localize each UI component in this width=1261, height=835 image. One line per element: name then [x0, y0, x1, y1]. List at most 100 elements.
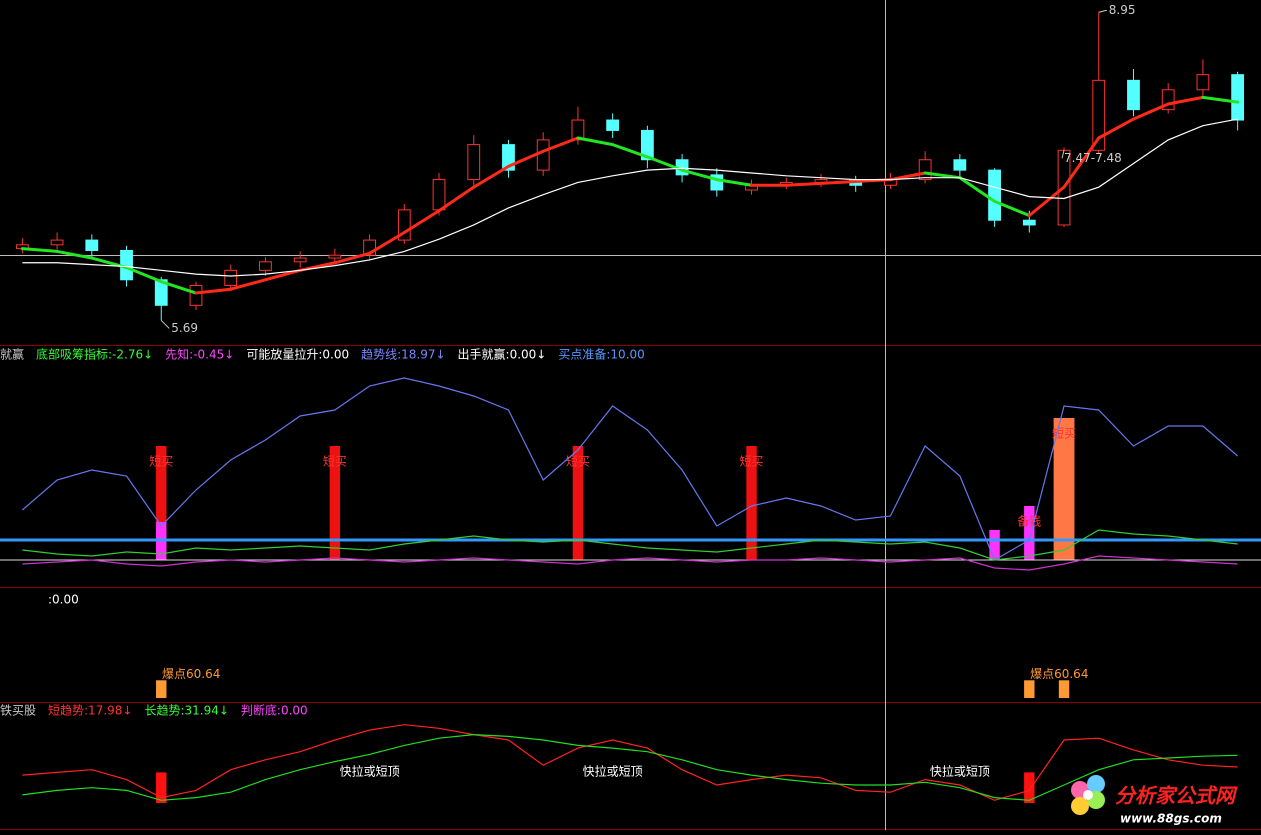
logo-petal [1087, 775, 1105, 793]
annotation-pointer [1061, 150, 1065, 159]
trend-segment [229, 278, 267, 291]
trend-segment [958, 176, 997, 203]
trend-segment [541, 136, 580, 153]
indicator-bar [1024, 506, 1035, 560]
candle-body [1196, 74, 1210, 91]
candle-body [536, 139, 550, 171]
bar-note: 备钱 [1017, 514, 1041, 529]
trend-segment [1027, 185, 1066, 218]
indicator-bar [1024, 680, 1035, 698]
bar-note: 短买 [566, 455, 590, 469]
indicator-bar [746, 446, 757, 560]
candle-body [259, 261, 272, 271]
trend-segment [1131, 102, 1170, 121]
indicator-header: 先知:-0.45↓ [165, 348, 234, 362]
candle-body [606, 119, 620, 131]
candle-body [189, 284, 203, 306]
indicator-bar [1058, 680, 1070, 698]
trend-segment [333, 251, 372, 265]
candle-body [1127, 79, 1140, 111]
series-line [21, 377, 1239, 561]
candle-body [918, 159, 932, 181]
candle-body [432, 179, 446, 211]
indicator-header: 判断底:0.00 [241, 703, 308, 718]
series-line [22, 724, 1238, 801]
trend-segment [1062, 136, 1101, 189]
trend-segment [437, 185, 476, 213]
candle-body [988, 169, 1001, 221]
trend-segment [680, 168, 719, 182]
candle-body [363, 239, 376, 256]
trend-segment [819, 179, 858, 185]
trend-segment [1097, 117, 1135, 140]
series-line [22, 733, 1238, 801]
candle-body [224, 269, 238, 286]
trend-segment [402, 209, 441, 235]
indicator-bar [1024, 772, 1035, 803]
annotation: 快拉或短顶 [930, 764, 990, 779]
candle-body [710, 174, 724, 191]
candle-body [1231, 74, 1245, 121]
candle-body [953, 159, 967, 171]
indicator-header: 铁买股 [0, 704, 36, 718]
indicator-header: :0.00 [48, 593, 79, 607]
logo-center [1083, 790, 1093, 800]
candle-body [154, 279, 168, 306]
bar-value-label: 爆点60.64 [162, 667, 220, 681]
bar-value-label: 爆点60.64 [1030, 667, 1088, 681]
candle-body [1092, 79, 1106, 151]
candle-body [1022, 219, 1036, 226]
trend-segment [576, 136, 615, 147]
indicator-header: 买点准备:10.00 [558, 348, 644, 362]
trend-segment [923, 171, 962, 180]
trend-segment [506, 149, 545, 168]
candle-body [397, 209, 411, 241]
indicator-bar [156, 446, 167, 560]
indicator-bar [989, 530, 1000, 560]
indicator-bar [156, 680, 167, 698]
indicator-header: 可能放量拉升:0.00 [246, 347, 349, 362]
trend-segment [263, 268, 302, 282]
candle-body [85, 239, 99, 251]
annotation: 快拉或短顶 [340, 764, 400, 779]
candle-body [502, 144, 515, 171]
series-line [22, 118, 1238, 277]
candle-body [328, 254, 342, 259]
indicator-header: 趋势线:18.97↓ [361, 348, 445, 362]
trend-segment [1166, 95, 1205, 106]
series-line [22, 529, 1238, 561]
indicator-bar [329, 446, 341, 560]
trend-segment [368, 231, 406, 255]
watermark-title: 分析家公式网 [1115, 784, 1238, 808]
price-annotation: 5.69 [171, 321, 198, 335]
indicator-header: 短趋势:17.98↓ [48, 704, 132, 718]
trend-segment [1201, 95, 1240, 104]
candle-body [640, 129, 654, 161]
bar-note: 短买 [149, 455, 173, 469]
trend-segment [715, 178, 754, 187]
price-annotation: 8.95 [1109, 3, 1136, 17]
trend-segment [784, 181, 823, 187]
trend-segment [20, 247, 59, 253]
trend-segment [125, 265, 163, 284]
indicator-header: 底部吸筹指标:-2.76↓ [36, 347, 153, 362]
indicator-header: 长趋势:31.94↓ [144, 704, 228, 718]
bar-note: 短买 [323, 455, 347, 469]
indicator-bar [572, 446, 584, 560]
indicator-bar [156, 772, 167, 803]
trend-segment [645, 155, 684, 172]
candle-body [1161, 89, 1175, 111]
trend-segment [55, 249, 94, 260]
trend-segment [888, 171, 927, 182]
trend-segment [159, 280, 198, 295]
annotation-pointer [1098, 9, 1107, 13]
candle-body [467, 144, 481, 181]
candle-body [50, 239, 64, 246]
logo-petal [1071, 797, 1089, 815]
candle-body [571, 119, 585, 141]
watermark: 分析家公式网 www.88gs.com [1071, 775, 1238, 826]
